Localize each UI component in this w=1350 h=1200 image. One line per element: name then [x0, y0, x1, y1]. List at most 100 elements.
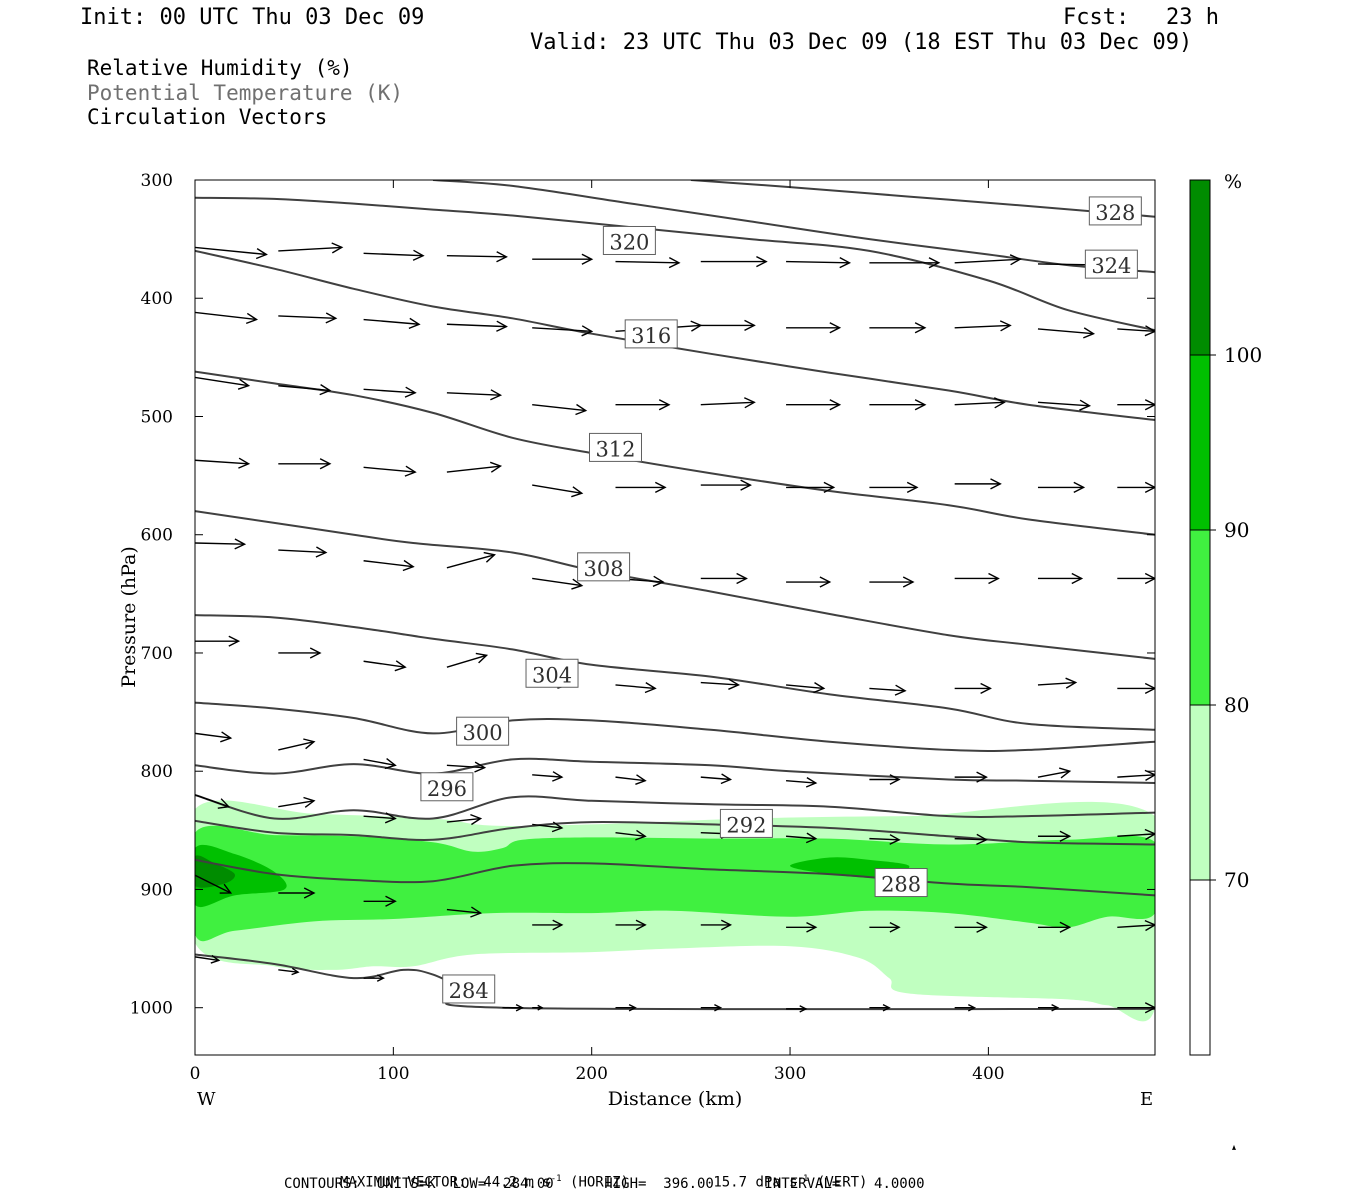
circulation-vector [446, 761, 487, 773]
vector-head [829, 399, 842, 411]
theta-contour-328 [432, 180, 1155, 274]
circulation-vector [532, 919, 564, 931]
y-tick-label-900: 900 [141, 880, 173, 900]
circulation-vector [786, 576, 832, 588]
max-vector-horiz: 44.2 m s [483, 1174, 551, 1191]
circulation-vector [1117, 919, 1155, 932]
vector-head [1065, 677, 1078, 689]
vector-head [1144, 919, 1155, 932]
circulation-vector [869, 1003, 891, 1012]
vector-head [291, 967, 300, 976]
vector-head [993, 397, 1006, 409]
circulation-vector [615, 1003, 637, 1012]
vector-head [402, 559, 415, 572]
colorbar-segment [1190, 530, 1210, 705]
forecast-hour-value: 23 h [1166, 5, 1219, 30]
circulation-vector [869, 322, 927, 334]
circulation-vector [278, 887, 316, 899]
circulation-vector [195, 635, 241, 647]
vector-shaft [1037, 328, 1094, 335]
circulation-vector [446, 652, 489, 668]
circulation-vector [615, 682, 657, 694]
circulation-vector [532, 325, 594, 337]
vector-shaft [1117, 833, 1155, 837]
vector-head [906, 481, 919, 494]
circulation-vector [1117, 325, 1155, 337]
circulation-vector [786, 921, 818, 933]
vector-shaft [869, 837, 900, 841]
theta-contour-308 [195, 614, 1155, 731]
circulation-vector [615, 829, 647, 841]
vector-head [325, 312, 338, 324]
colorbar-segment [1190, 355, 1210, 530]
vector-head [1144, 1002, 1155, 1014]
vector-head [628, 1003, 637, 1012]
circulation-vector [869, 257, 941, 269]
theta-contour-unlabeled-12 [690, 180, 1155, 218]
vector-shaft [363, 660, 406, 668]
contour-label-box-308 [577, 552, 631, 582]
cross-section-chart: 284 288 292 296 300 304 308 312 316 320 324 328 300… [118, 171, 1262, 1150]
circulation-vector [446, 813, 483, 826]
vector-shaft [1037, 401, 1090, 407]
vector-head [1073, 481, 1086, 494]
colorbar-label-100: 100 [1224, 343, 1262, 367]
vector-shaft [700, 776, 731, 781]
max-vector-line: MAXIMUM VECTOR: 44.2 m s-1 (HORIZ) 15.7 … [340, 1158, 867, 1191]
circulation-vector [195, 311, 259, 325]
vector-shaft [954, 324, 1011, 329]
circulation-vector [278, 458, 332, 470]
y-tick-label-300: 300 [141, 171, 173, 191]
vector-head [1144, 399, 1155, 411]
vector-head [889, 774, 901, 785]
vector-head [385, 895, 397, 907]
vector-shaft [446, 554, 495, 569]
circulation-vector [869, 834, 901, 845]
init-time: Init: 00 UTC Thu 03 Dec 09 [80, 5, 425, 30]
vector-head [412, 249, 425, 261]
circulation-vector [1117, 769, 1155, 782]
plot-frame [194, 179, 1156, 1056]
colorbar-frame [1189, 179, 1211, 1056]
circulation-vector [954, 921, 988, 933]
vector-head [744, 397, 756, 409]
circulation-vector [615, 256, 681, 269]
vector-head [237, 378, 251, 390]
contour-label-320: 320 [609, 230, 649, 254]
vector-head [384, 812, 397, 824]
vector-shaft [195, 459, 249, 465]
vector-shaft [869, 687, 906, 692]
vector-shaft [532, 774, 562, 778]
contour-label-box-300 [456, 716, 510, 746]
circulation-vector [532, 253, 594, 265]
circulation-vector [615, 481, 667, 494]
vector-head [331, 242, 344, 254]
vector-head [999, 320, 1012, 332]
contour-label-300: 300 [463, 721, 503, 745]
vector-head [744, 319, 756, 332]
circulation-vector [700, 319, 756, 332]
vector-head [394, 660, 407, 672]
vector-head [303, 796, 316, 808]
circulation-vector [363, 758, 397, 770]
circulation-vector [786, 399, 842, 411]
vector-head [483, 551, 496, 563]
contour-label-box-312 [588, 432, 642, 462]
circulation-vector [195, 457, 251, 469]
circulation-vector [1117, 682, 1155, 695]
circulation-vector [278, 242, 344, 254]
vector-shaft [954, 837, 987, 841]
y-tick-label-800: 800 [141, 762, 173, 782]
vector-shaft [446, 254, 507, 258]
circulation-vector [446, 551, 496, 569]
vector-head [976, 833, 988, 846]
circulation-vector [869, 774, 901, 785]
x-axis-west-label: W [197, 1089, 216, 1110]
circulation-vector [363, 386, 417, 398]
theta-contour-316 [195, 370, 1155, 536]
vector-shaft [615, 832, 646, 837]
vector-shaft [1117, 328, 1155, 333]
field-title-rh: Relative Humidity (%) [87, 56, 353, 80]
colorbar-label-90: 90 [1224, 518, 1249, 542]
circulation-vector [195, 731, 233, 743]
